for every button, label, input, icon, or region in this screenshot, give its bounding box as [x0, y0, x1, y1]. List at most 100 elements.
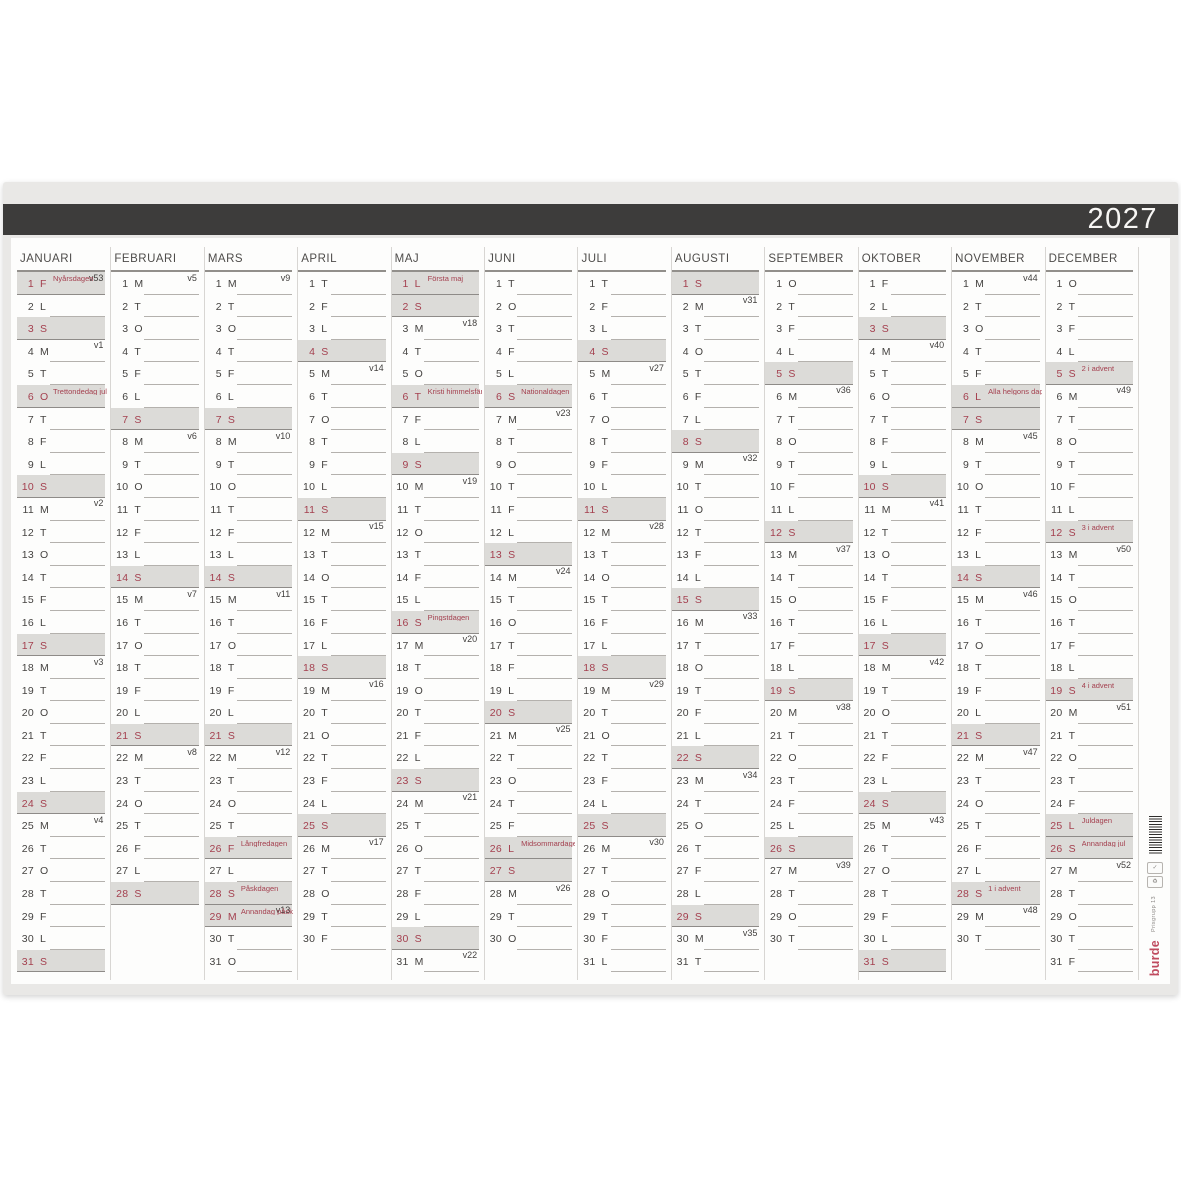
- weekday-letter: T: [975, 933, 982, 946]
- day-number: 18: [489, 662, 503, 675]
- writing-line: [49, 768, 106, 770]
- day-number: 30: [302, 933, 316, 946]
- day-number: 31: [396, 955, 409, 968]
- weekday-letter: M: [601, 368, 611, 381]
- holiday-label: 3 i advent: [1081, 523, 1115, 532]
- day-row: 19 T: [17, 679, 106, 702]
- weekday-letter: O: [975, 323, 984, 336]
- day-row: 28 S Påskdagen: [204, 882, 293, 905]
- day-number: 28: [489, 888, 503, 901]
- week-number: v32: [742, 453, 758, 464]
- writing-line: [143, 722, 199, 724]
- weekday-letter: T: [414, 345, 422, 358]
- weekday-letter: O: [788, 278, 797, 290]
- writing-line: [298, 519, 386, 521]
- day-number: 9: [682, 458, 689, 471]
- writing-line: [517, 632, 573, 634]
- writing-line: [610, 926, 666, 928]
- weekday-letter: F: [601, 933, 608, 946]
- day-row: 13 T: [392, 543, 480, 566]
- weekday-letter: S: [227, 413, 235, 426]
- day-label: 29 T: [581, 912, 608, 923]
- day-row: 18 L: [1046, 656, 1133, 679]
- day-number: 30: [396, 933, 409, 946]
- weekday-letter: L: [414, 910, 421, 923]
- weekday-letter: F: [1068, 481, 1075, 494]
- writing-line: [671, 451, 760, 453]
- day-number: 13: [676, 549, 689, 562]
- day-number: 16: [302, 616, 316, 629]
- day-row: 16 T: [1046, 611, 1133, 634]
- day-row: 29 S: [671, 904, 760, 928]
- day-number: 7: [776, 413, 783, 426]
- writing-line: [237, 474, 293, 476]
- day-row: 10 O: [205, 475, 293, 498]
- weekday-letter: T: [134, 503, 141, 516]
- day-number: 1: [869, 278, 876, 290]
- writing-line: [237, 971, 293, 973]
- writing-line: [704, 474, 760, 476]
- writing-line: [237, 361, 293, 363]
- day-number: 30: [770, 933, 783, 946]
- day-label: 12 O: [395, 528, 422, 539]
- weekday-letter: S: [601, 662, 609, 675]
- day-row: 11 S: [298, 497, 386, 521]
- day-row: 11 O: [672, 498, 760, 521]
- weekday-letter: T: [227, 616, 235, 629]
- weekday-letter: T: [40, 413, 47, 426]
- day-number: 26: [302, 842, 316, 855]
- writing-line: [49, 745, 106, 747]
- day-number: 13: [863, 549, 876, 562]
- day-label: 19 T: [675, 686, 702, 697]
- day-row: 15 O: [765, 588, 853, 611]
- writing-line: [204, 858, 293, 860]
- weekday-letter: L: [694, 571, 701, 584]
- day-label: 20 L: [208, 708, 234, 719]
- day-label: 23 T: [114, 776, 141, 787]
- day-number: 17: [209, 639, 222, 652]
- day-number: 26: [1050, 842, 1063, 855]
- day-number: 2: [402, 300, 409, 313]
- weekday-letter: S: [508, 549, 516, 562]
- writing-line: [424, 609, 480, 611]
- day-number: 18: [863, 662, 876, 675]
- day-row: 18 T: [952, 656, 1040, 679]
- day-row: 25 F: [485, 814, 573, 837]
- year-title: 2027: [1087, 203, 1158, 235]
- day-row: 30 T: [952, 927, 1040, 950]
- writing-line: [984, 474, 1040, 476]
- day-number: 3: [215, 323, 222, 336]
- writing-line: [891, 609, 947, 611]
- writing-line: [49, 926, 106, 928]
- day-number: 23: [956, 775, 970, 788]
- weekday-letter: T: [227, 662, 235, 675]
- day-label: 28 T: [20, 889, 47, 900]
- weekday-letter: T: [788, 458, 795, 471]
- weekday-letter: T: [227, 933, 235, 946]
- weekday-letter: M: [134, 594, 144, 607]
- writing-line: [1077, 971, 1133, 973]
- day-number: 17: [302, 639, 316, 652]
- day-label: 18 T: [395, 663, 421, 674]
- day-label: 10 O: [114, 482, 142, 493]
- writing-line: [984, 519, 1040, 521]
- day-number: 1: [963, 278, 970, 290]
- weekday-letter: S: [1068, 526, 1076, 539]
- day-label: 13 O: [862, 549, 889, 562]
- day-row: 24 S: [858, 791, 947, 815]
- week-number: v14: [369, 362, 384, 373]
- writing-line: [391, 316, 480, 318]
- day-number: 22: [116, 752, 129, 765]
- day-label: 10 M: [395, 482, 423, 493]
